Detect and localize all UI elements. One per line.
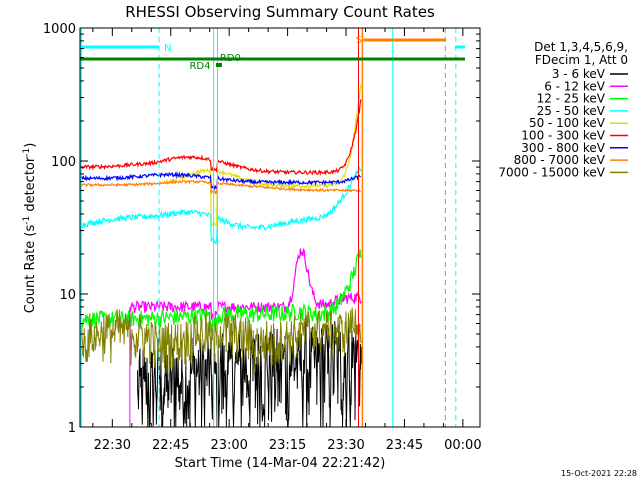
series-line [129,247,362,323]
series-100-300-kev [80,99,362,176]
legend: Det 1,3,4,5,6,9, FDecim 1, Att 0 3 - 6 k… [498,40,628,179]
series-7000-15000-kev [80,307,362,374]
flare-label: S [356,35,362,46]
data-series-layer [80,84,362,428]
series-line [81,249,362,334]
x-tick-label: 22:30 [94,438,131,453]
legend-label: 100 - 300 keV [521,129,605,143]
y-tick-label: 10 [59,288,76,303]
series-12-25-kev [81,249,362,334]
rd4-marker [215,63,222,67]
y-axis-title-sup2: -1 [22,148,32,157]
series-50-100-kev [162,84,362,227]
y-tick-label: 100 [51,155,76,170]
series-25-50-kev [81,166,362,245]
saa-label: N [164,43,171,54]
legend-label: 3 - 6 keV [552,67,606,81]
rd0-label: RD0 [220,53,241,64]
y-axis-title-mid: detector [23,156,38,216]
legend-header-line-1: Det 1,3,4,5,6,9, [534,40,628,54]
series-800-7000-kev [81,179,361,195]
x-tick-label: 23:15 [269,438,306,453]
series-line [81,166,362,245]
y-axis-title-main: Count Rate (s [23,225,38,314]
x-tick-label: 23:00 [210,438,247,453]
y-tick-label: 1000 [43,22,76,37]
axis-layer: 22:30 22:45 23:00 23:15 23:30 23:45 00:00 1 10 10… [43,22,482,453]
series-300-800-kev [80,170,361,191]
legend-label: 50 - 100 keV [529,116,606,130]
legend-label: 7000 - 15000 keV [498,165,605,179]
plot-frame [79,27,481,428]
legend-header-line-2: FDecim 1, Att 0 [535,53,628,67]
legend-label: 300 - 800 keV [521,141,605,155]
y-axis-title-sup1: -1 [22,216,32,225]
legend-label: 25 - 50 keV [537,104,606,118]
series-3-6-kev [137,317,362,428]
chart-title: RHESSI Observing Summary Count Rates [125,3,435,21]
series-line [137,317,362,428]
legend-label: 6 - 12 keV [544,79,606,93]
y-tick-label: 1 [68,421,76,436]
series-line [162,84,362,227]
series-line [80,307,362,374]
x-tick-label: 00:00 [444,438,481,453]
series-line [80,99,362,176]
x-axis-title: Start Time (14-Mar-04 22:21:42) [175,456,386,471]
x-tick-label: 22:45 [152,438,189,453]
legend-label: 800 - 7000 keV [514,153,606,167]
x-tick-label: 23:45 [386,438,423,453]
footer-timestamp: 15-Oct-2021 22:28 [561,469,637,478]
y-axis-title-end: ) [23,143,38,148]
rd4-label: RD4 [189,61,210,72]
y-axis-title: Count Rate (s-1 detector-1) [22,143,38,314]
series-6-12-kev [129,247,362,323]
series-line [80,170,361,191]
legend-label: 12 - 25 keV [537,92,606,106]
x-tick-label: 23:30 [327,438,364,453]
series-line [81,179,361,195]
annotation-layer: N S RD0 RD4 [80,28,465,427]
